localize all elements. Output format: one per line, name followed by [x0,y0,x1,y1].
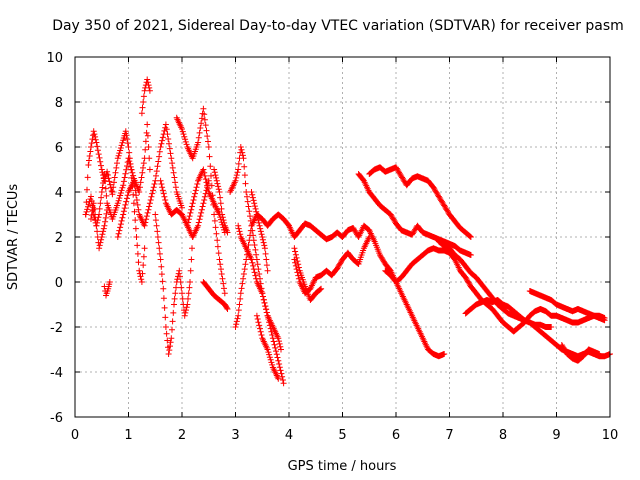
series-track-06 [114,121,185,240]
series-track-22 [355,171,474,258]
y-tick-label: -4 [50,366,63,381]
series-track-18 [253,312,282,382]
y-tick-label: 8 [55,96,63,111]
series-track-07 [138,76,153,117]
data-marks [82,76,613,387]
plus-markers [253,312,282,382]
plus-markers [157,177,212,240]
series-track-04 [101,279,113,299]
series-track-10 [173,105,228,297]
y-axis-label: SDTVAR / TECUs [6,184,21,291]
plus-markers [366,164,474,240]
plus-markers [173,105,228,297]
y-tick-label: 10 [46,51,63,66]
y-tick-label: 6 [55,141,63,156]
y-tick-label: 0 [55,276,63,291]
x-tick-label: 9 [552,428,560,443]
series-track-08 [152,211,196,357]
plus-markers [114,121,185,240]
series-track-03 [88,200,111,252]
plus-markers [558,342,603,364]
x-tick-label: 0 [71,428,79,443]
plus-markers [232,211,292,330]
axis-tick-labels: 0 1 2 3 4 5 6 7 8 9 10 -6 -4 -2 0 2 4 6 8 10 [46,51,618,443]
series-track-13 [211,166,231,236]
chart-title: Day 350 of 2021, Sidereal Day-to-day VTE… [52,18,624,34]
x-tick-label: 10 [602,428,619,443]
x-tick-label: 4 [285,428,293,443]
y-tick-label: -6 [50,411,63,426]
series-track-14 [227,144,287,387]
series-track-21 [291,245,325,303]
series-track-27 [526,288,608,324]
x-tick-label: 6 [392,428,400,443]
plus-markers [101,279,113,299]
x-tick-label: 7 [445,428,453,443]
series-track-05 [109,128,148,285]
plus-markers [462,297,555,330]
x-tick-label: 5 [338,428,346,443]
plus-markers [152,211,196,357]
plus-markers [235,222,284,353]
plus-markers [526,288,608,324]
y-tick-label: 4 [55,186,63,201]
plus-markers [200,279,231,312]
plus-markers [138,76,153,117]
series-track-15 [232,211,292,330]
x-axis-label: GPS time / hours [288,459,397,474]
plus-markers [248,189,271,274]
y-tick-label: -2 [50,321,63,336]
series-track-17 [248,189,271,274]
x-tick-label: 2 [178,428,186,443]
plus-markers [291,245,325,303]
x-tick-label: 1 [124,428,132,443]
series-track-09 [157,177,212,240]
series-track-26 [462,297,555,330]
x-tick-label: 3 [231,428,239,443]
plus-markers [211,166,231,236]
series-track-25 [435,238,613,360]
plus-markers [227,144,287,387]
series-track-28 [558,342,603,364]
y-tick-label: 2 [55,231,63,246]
plus-markers [435,238,613,360]
x-tick-label: 8 [499,428,507,443]
series-track-12 [200,279,231,312]
plus-markers [355,171,474,258]
plus-markers [88,200,111,252]
series-track-16 [235,222,284,353]
plus-markers [109,128,148,285]
series-track-23 [366,164,474,240]
axis-ticks [74,56,611,418]
